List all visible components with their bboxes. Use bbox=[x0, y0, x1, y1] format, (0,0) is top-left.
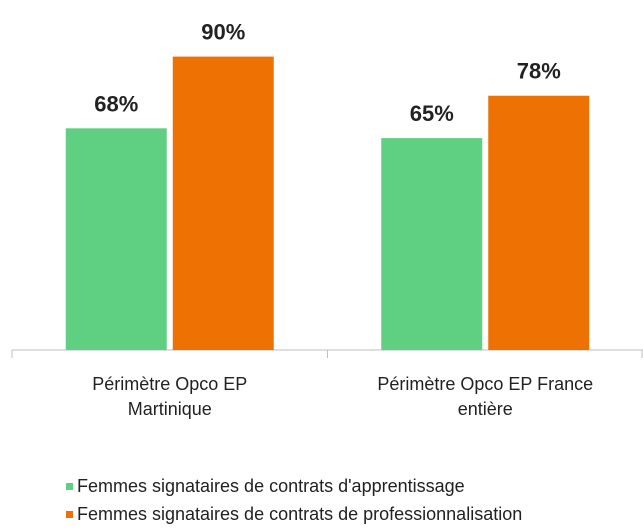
bar bbox=[381, 138, 483, 350]
value-label: 90% bbox=[201, 20, 245, 45]
bar bbox=[65, 128, 167, 350]
value-label: 78% bbox=[517, 59, 561, 84]
value-label: 65% bbox=[410, 101, 454, 126]
value-label: 68% bbox=[94, 91, 138, 116]
legend-entry: Femmes signataires de contrats d'apprent… bbox=[66, 476, 465, 497]
legend-label: Femmes signataires de contrats de profes… bbox=[77, 504, 523, 524]
x-tick-label: Périmètre Opco EP France entière bbox=[377, 374, 594, 419]
bar bbox=[488, 95, 590, 350]
x-tick-label: Périmètre Opco EP Martinique bbox=[92, 374, 248, 419]
legend-entry: Femmes signataires de contrats de profes… bbox=[66, 504, 522, 525]
bar bbox=[172, 56, 274, 350]
legend-label: Femmes signataires de contrats d'apprent… bbox=[77, 476, 465, 496]
legend-swatch bbox=[66, 511, 73, 518]
legend-swatch bbox=[66, 483, 73, 490]
